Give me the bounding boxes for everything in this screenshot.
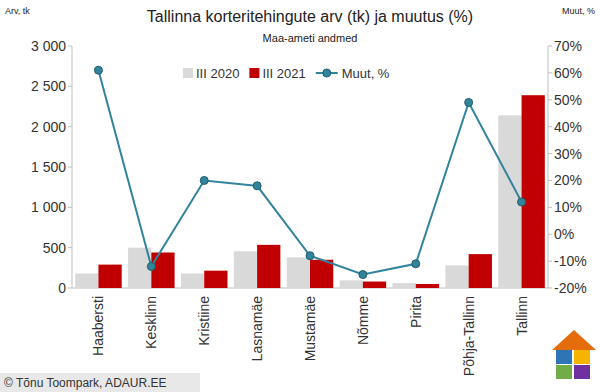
y2-tick-label: 60%	[554, 65, 582, 81]
x-tick-label: Nõmme	[355, 296, 371, 345]
y-axis	[72, 46, 73, 288]
source-bg	[0, 373, 200, 392]
y2-tick-label: 30%	[554, 146, 582, 162]
y-tick	[68, 247, 72, 248]
y2-tick-label: 40%	[554, 119, 582, 135]
y-tick	[68, 46, 72, 47]
source: © Tõnu Toompark, ADAUR.EE	[4, 376, 166, 390]
x-tick-label: Pirita	[408, 296, 424, 328]
y2-tick-label: 70%	[554, 38, 582, 54]
line	[98, 70, 521, 274]
bar	[234, 251, 257, 288]
y-tick-label: 3 000	[31, 38, 66, 54]
legend-label: III 2021	[262, 66, 305, 81]
marker	[147, 262, 155, 270]
y2-tick	[548, 234, 552, 235]
y2-tick-label: 0%	[554, 226, 574, 242]
y2-tick	[548, 46, 552, 47]
marker	[518, 198, 526, 206]
legend-swatch	[183, 68, 193, 78]
logo	[552, 330, 596, 379]
y2-tick-label: 10%	[554, 199, 582, 215]
x-tick-label: Haabersti	[90, 296, 106, 356]
y2-tick	[548, 261, 552, 262]
logo-piece	[556, 350, 572, 364]
y-axis-label: Arv, tk	[5, 6, 30, 16]
bar	[445, 265, 468, 288]
marker	[412, 260, 420, 268]
plot-area	[75, 66, 545, 288]
y-tick	[68, 167, 72, 168]
bar	[75, 273, 98, 288]
x-tick-label: Tallinn	[514, 296, 530, 336]
bar	[522, 95, 545, 288]
y2-tick	[548, 99, 552, 100]
legend-swatch	[249, 68, 259, 78]
bar	[469, 254, 492, 288]
y2-tick	[548, 288, 552, 289]
bar	[181, 273, 204, 288]
y2-tick	[548, 180, 552, 181]
marker	[200, 176, 208, 184]
x-tick-label: Põhja-Tallinn	[461, 296, 477, 376]
legend-label: III 2020	[196, 66, 239, 81]
bar	[393, 283, 416, 288]
marker	[94, 66, 102, 74]
y2-tick	[548, 153, 552, 154]
y-tick-label: 2 500	[31, 78, 66, 94]
bar	[204, 271, 227, 288]
marker	[359, 271, 367, 279]
y-tick	[68, 207, 72, 208]
legend-swatch	[323, 69, 331, 77]
bar	[151, 253, 174, 288]
bar	[340, 280, 363, 288]
y-tick-label: 2 000	[31, 119, 66, 135]
marker	[465, 98, 473, 106]
bar	[257, 245, 280, 288]
y-tick-label: 1 500	[31, 159, 66, 175]
bar	[310, 260, 333, 288]
y2-tick-label: 50%	[554, 92, 582, 108]
x-tick-label: Lasnamäe	[249, 296, 265, 362]
logo-roof	[552, 330, 596, 350]
y-tick	[68, 86, 72, 87]
bar	[98, 265, 121, 288]
logo-piece	[556, 365, 572, 379]
marker	[253, 182, 261, 190]
y2-tick-label: -10%	[554, 253, 587, 269]
bar	[363, 282, 386, 288]
y-tick-label: 500	[43, 240, 67, 256]
y-tick	[68, 126, 72, 127]
y2-tick	[548, 207, 552, 208]
logo-piece	[574, 365, 590, 379]
title: Tallinna korteritehingute arv (tk) ja mu…	[147, 8, 473, 25]
y2-axis	[548, 46, 549, 288]
x-tick-label: Mustamäe	[302, 296, 318, 362]
logo-piece	[574, 350, 590, 364]
x-tick-label: Kesklinn	[143, 296, 159, 349]
y2-tick-label: 20%	[554, 172, 582, 188]
x-tick-label: Kristiine	[196, 296, 212, 346]
chart: Tallinna korteritehingute arv (tk) ja mu…	[0, 0, 600, 392]
legend: III 2020 III 2021 Muut, %	[183, 66, 390, 81]
y2-tick-label: -20%	[554, 280, 587, 296]
y-tick-label: 0	[58, 280, 66, 296]
y-tick-label: 1 000	[31, 199, 66, 215]
y2-axis-label: Muut, %	[562, 6, 595, 16]
bar	[287, 257, 310, 288]
y2-tick	[548, 126, 552, 127]
y2-tick	[548, 72, 552, 73]
y-tick	[68, 288, 72, 289]
legend-label: Muut, %	[342, 66, 390, 81]
bar	[416, 284, 439, 288]
subtitle: Maa-ameti andmed	[263, 32, 358, 44]
marker	[306, 252, 314, 260]
